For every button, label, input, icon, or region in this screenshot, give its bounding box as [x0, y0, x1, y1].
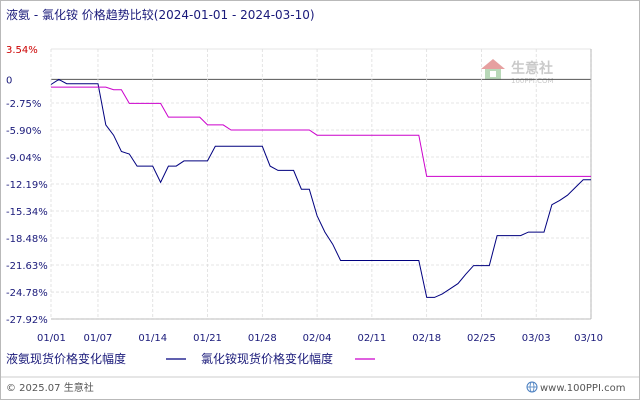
y-tick-label: 0 — [6, 75, 12, 86]
y-tick-label: 3.54% — [6, 45, 38, 56]
y-tick-label: -2.75% — [6, 99, 41, 110]
x-tick-label: 03/10 — [574, 333, 603, 344]
footer-globe-icon — [526, 381, 538, 393]
x-tick-label: 01/14 — [138, 333, 167, 344]
footer-site: www.100PPI.com — [540, 383, 625, 394]
watermark: 生意社 100PPI.COM — [481, 59, 554, 85]
x-axis-ticks: 01/01 01/07 01/14 01/21 01/28 02/04 02/11 02/18… — [37, 333, 603, 344]
watermark-house-icon — [481, 59, 505, 80]
x-tick-label: 01/21 — [193, 333, 222, 344]
x-tick-label: 02/18 — [412, 333, 441, 344]
x-tick-label: 03/03 — [522, 333, 551, 344]
series-lines — [50, 78, 591, 298]
y-axis-ticks: 3.54% 0 -2.75% -5.90% -9.04% -12.19% -15.34% -1… — [6, 45, 48, 326]
y-tick-label: -24.78% — [6, 288, 48, 299]
grid — [50, 48, 592, 320]
y-tick-label: -12.19% — [6, 180, 48, 191]
y-tick-label: -18.48% — [6, 234, 48, 245]
x-tick-label: 02/04 — [303, 333, 332, 344]
chart-title: 液氨 - 氯化铵 价格趋势比较(2024-01-01 - 2024-03-10) — [6, 7, 315, 22]
legend-label-ammonium-chloride: 氯化铵现货价格变化幅度 — [201, 351, 333, 366]
y-tick-label: -5.90% — [6, 126, 41, 137]
y-tick-label: -9.04% — [6, 153, 41, 164]
watermark-name: 生意社 — [511, 60, 553, 77]
footer-copyright: © 2025.07 生意社 — [6, 381, 94, 394]
series-line-ammonium-chloride — [51, 86, 591, 177]
legend: 液氨现货价格变化幅度 氯化铵现货价格变化幅度 — [6, 351, 375, 366]
series-line-liquid-ammonia — [50, 78, 591, 298]
x-tick-label: 01/07 — [84, 333, 113, 344]
y-tick-label: -15.34% — [6, 207, 48, 218]
y-tick-label: -21.63% — [6, 261, 48, 272]
watermark-site: 100PPI.COM — [511, 77, 554, 85]
legend-label-liquid-ammonia: 液氨现货价格变化幅度 — [6, 351, 126, 366]
x-tick-label: 01/28 — [248, 333, 277, 344]
x-tick-label: 01/01 — [37, 333, 66, 344]
x-tick-label: 02/11 — [357, 333, 386, 344]
y-tick-label: -27.92% — [6, 315, 48, 326]
x-tick-label: 02/25 — [467, 333, 496, 344]
